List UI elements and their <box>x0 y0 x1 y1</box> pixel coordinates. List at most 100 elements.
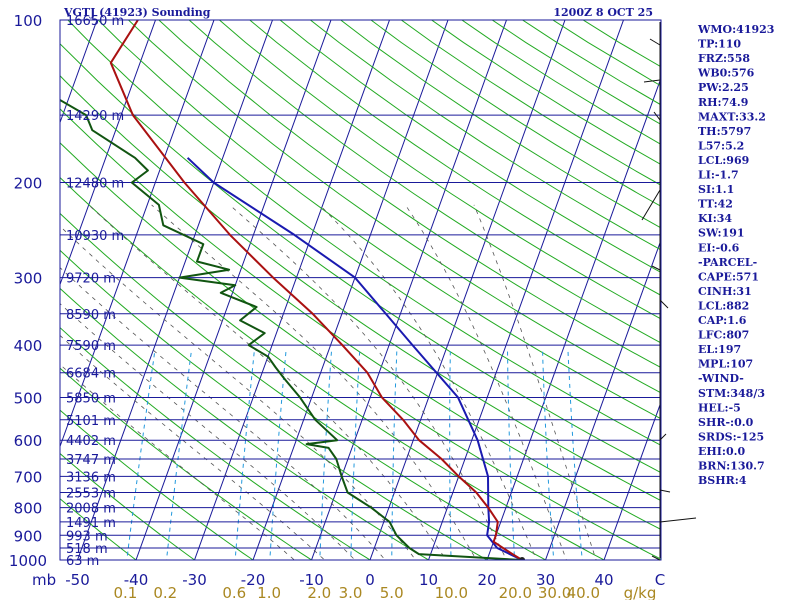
chart-valid-time: 1200Z 8 OCT 25 <box>553 6 653 19</box>
station-index-line: TT:42 <box>698 198 733 211</box>
temperature-tick-label: 10 <box>419 571 438 589</box>
station-index-line: SRDS:-125 <box>698 430 764 443</box>
temperature-tick-label: -50 <box>65 571 90 589</box>
temperature-tick-label: -40 <box>124 571 149 589</box>
temperature-tick-label: 20 <box>477 571 496 589</box>
height-label: 1491 m <box>66 516 116 531</box>
dry-adiabat-line <box>127 20 661 394</box>
isotherm-line <box>135 20 332 560</box>
mixing-ratio-label: 5.0 <box>380 584 404 600</box>
mixing-ratio-line <box>391 350 398 560</box>
station-index-line: LCL:969 <box>698 154 749 167</box>
station-index-line: CINH:31 <box>698 285 752 298</box>
wind-barb <box>659 433 667 441</box>
height-label: 3136 m <box>66 470 116 485</box>
station-index-line: RH:74.9 <box>698 96 748 109</box>
height-label: 16650 m <box>66 14 124 29</box>
moist-adiabat-line <box>151 204 477 560</box>
temperature-tick-label: 0 <box>365 571 375 589</box>
temperature-tick-label: 40 <box>594 571 613 589</box>
mixing-ratio-line <box>165 350 192 560</box>
isotherm-line <box>76 20 274 560</box>
chart-labels: 0.1 0.2 0.6 1.0 2.0 3.0 5.0 10.0 20.0 30.040.0100… <box>9 12 614 600</box>
moist-adiabat-line <box>60 225 417 560</box>
surface-marker <box>519 557 526 560</box>
mixing-ratio-label: 30.0 <box>538 584 571 600</box>
height-label: 7590 m <box>66 339 116 354</box>
station-index-line: CAPE:571 <box>698 270 759 283</box>
height-label: 6684 m <box>66 367 116 382</box>
station-index-line: SHR-:0.0 <box>698 416 754 429</box>
wind-barb <box>641 189 661 221</box>
mixing-ratio-line <box>319 350 332 560</box>
pressure-label: 600 <box>14 432 43 450</box>
station-index-line: STM:348/3 <box>698 387 765 400</box>
height-label: 5850 m <box>66 391 116 406</box>
isotherm-line <box>603 400 661 560</box>
station-index-line: EL:197 <box>698 343 741 356</box>
mixing-ratio-label: 1.0 <box>257 584 281 600</box>
wind-barb <box>659 489 671 493</box>
pressure-label: 1000 <box>9 552 47 570</box>
dry-adiabat-line <box>67 20 661 446</box>
station-index-line: TP:110 <box>698 38 741 51</box>
dry-adiabat-line <box>60 249 489 560</box>
wind-barb <box>651 265 661 271</box>
plot-frame <box>59 19 662 561</box>
station-index-line: PW:2.25 <box>698 81 749 94</box>
chart-grid <box>60 20 661 560</box>
station-index-line: CAP:1.6 <box>698 314 747 327</box>
station-index-line: -PARCEL- <box>698 256 757 269</box>
height-label: 993 m <box>66 529 108 544</box>
height-label: 4402 m <box>66 434 116 449</box>
station-index-line: SW:191 <box>698 227 745 240</box>
dry-adiabat-line <box>60 367 313 560</box>
mixing-ratio-line <box>542 350 555 560</box>
pressure-label: 700 <box>14 468 43 486</box>
station-index-line: BRN:130.7 <box>698 460 765 473</box>
dry-adiabat-line <box>60 287 430 560</box>
station-index-line: LFC:807 <box>698 329 749 342</box>
pressure-label: 400 <box>14 337 43 355</box>
station-index-line: EI:-0.6 <box>698 241 740 254</box>
pressure-label: 800 <box>14 500 43 518</box>
mixing-ratio-label: 2.0 <box>307 584 331 600</box>
chart-title: VGTJ (41923) Sounding <box>63 6 211 19</box>
mixing-ratio-line <box>449 350 452 560</box>
height-label: 3747 m <box>66 453 116 468</box>
wind-barb <box>651 555 661 561</box>
moist-adiabat-line <box>60 334 326 560</box>
station-index-line: FRZ:558 <box>698 52 750 65</box>
station-index-line: KI:34 <box>698 212 732 225</box>
height-label: 2008 m <box>66 502 116 517</box>
station-index-line: HEL:-5 <box>698 401 741 414</box>
dewpoint-trace <box>60 98 523 560</box>
mixing-ratio-label: 0.1 <box>113 584 137 600</box>
dry-adiabat-line <box>60 326 372 560</box>
station-index-line: WB0:576 <box>697 67 755 80</box>
parcel-trace <box>186 157 523 560</box>
wind-barbs <box>641 22 697 561</box>
mixing-ratio-label: 20.0 <box>499 584 532 600</box>
mixing-ratio-line <box>234 350 255 560</box>
station-index-line: BSHR:4 <box>698 474 747 487</box>
temperature-tick-label: -30 <box>182 571 207 589</box>
wind-barb <box>643 79 661 83</box>
moist-adiabat-line <box>60 303 356 560</box>
height-label: 518 m <box>66 542 108 557</box>
mixing-ratio-line <box>567 350 583 560</box>
moist-adiabat-line <box>319 204 538 560</box>
temperature-tick-label: -10 <box>299 571 324 589</box>
station-index-line: SI:1.1 <box>698 183 734 196</box>
mixing-ratio-label: 0.2 <box>153 584 177 600</box>
station-index-line: LCL:882 <box>698 299 749 312</box>
station-index-line: WMO:41923 <box>697 23 774 36</box>
pressure-label: 200 <box>14 175 43 193</box>
chart-traces <box>60 20 526 560</box>
pressure-label: 500 <box>14 389 43 407</box>
dry-adiabat-line <box>551 20 661 87</box>
isotherm-line <box>60 20 98 124</box>
dry-adiabat-line <box>60 409 254 560</box>
height-label: 8590 m <box>66 308 116 323</box>
